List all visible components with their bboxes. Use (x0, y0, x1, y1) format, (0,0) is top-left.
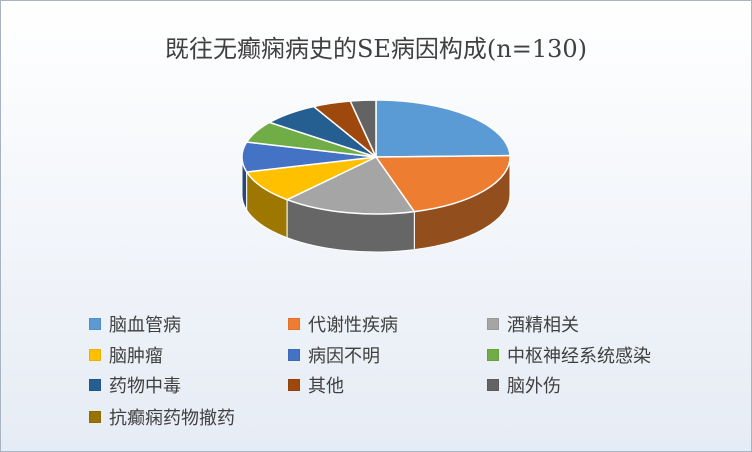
legend-label: 中枢神经系统感染 (507, 346, 651, 367)
legend-swatch (89, 379, 101, 391)
legend-label: 脑外伤 (507, 376, 561, 397)
legend-label: 药物中毒 (109, 376, 181, 397)
pie-slice-8 (349, 99, 377, 158)
legend-label: 抗癫痫药物撤药 (109, 408, 235, 429)
legend-label: 代谢性疾病 (308, 315, 398, 336)
pie-slice-2 (285, 156, 416, 215)
legend-swatch (288, 349, 300, 361)
legend-label: 脑血管病 (109, 315, 181, 336)
legend-swatch (89, 411, 101, 423)
legend-swatch (89, 318, 101, 330)
legend-label: 病因不明 (308, 346, 380, 367)
legend-item-6: 药物中毒 (89, 374, 181, 397)
pie-slice-1 (374, 154, 511, 213)
legend-swatch (89, 349, 101, 361)
legend-item-1: 代谢性疾病 (288, 313, 398, 336)
legend-swatch (288, 379, 300, 391)
legend-item-8: 脑外伤 (487, 374, 561, 397)
legend-label: 酒精相关 (507, 315, 579, 336)
legend-item-2: 酒精相关 (487, 313, 579, 336)
legend-item-0: 脑血管病 (89, 313, 181, 336)
legend-swatch (288, 318, 300, 330)
legend-label: 脑肿瘤 (109, 346, 163, 367)
legend-item-7: 其他 (288, 374, 344, 397)
chart-title: 既往无癫痫病史的SE病因构成(n=130) (164, 35, 588, 63)
legend-swatch (487, 349, 499, 361)
legend-item-3: 脑肿瘤 (89, 344, 163, 367)
legend-item-9: 抗癫痫药物撤药 (89, 406, 235, 429)
legend-swatch (487, 379, 499, 391)
legend-label: 其他 (308, 376, 344, 397)
legend-item-5: 中枢神经系统感染 (487, 344, 651, 367)
pie-slice-0 (375, 99, 511, 158)
legend-item-4: 病因不明 (288, 344, 380, 367)
legend-swatch (487, 318, 499, 330)
